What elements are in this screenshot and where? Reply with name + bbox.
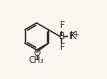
Text: CH₃: CH₃: [29, 56, 44, 65]
Text: K: K: [70, 31, 76, 41]
Text: F: F: [68, 32, 73, 41]
Text: F: F: [59, 21, 64, 30]
Text: F: F: [59, 43, 64, 52]
Text: O: O: [33, 49, 40, 58]
Text: +: +: [72, 30, 78, 39]
Text: B: B: [58, 32, 65, 41]
